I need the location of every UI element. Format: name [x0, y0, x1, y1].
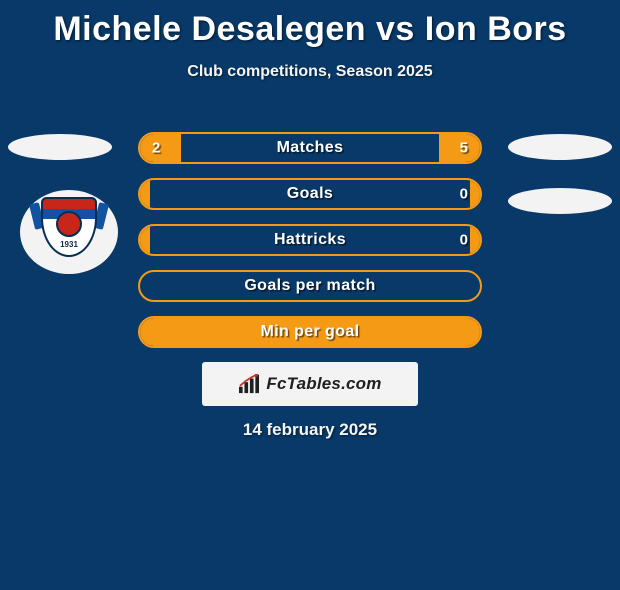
player1-flag-oval: [8, 134, 112, 160]
stat-label: Goals per match: [140, 277, 480, 295]
subtitle: Club competitions, Season 2025: [0, 63, 620, 81]
player2-flag-oval: [508, 134, 612, 160]
crest-year: 1931: [43, 240, 95, 249]
player2-club-oval: [508, 188, 612, 214]
stat-row: Goals0: [138, 178, 482, 210]
stat-value-left: 2: [152, 140, 160, 157]
stat-row: Matches2 5: [138, 132, 482, 164]
stat-label: Hattricks: [140, 231, 480, 249]
stat-row: Hattricks0: [138, 224, 482, 256]
barchart-icon: [238, 374, 260, 394]
player1-club-crest: 1931: [20, 190, 118, 274]
stat-row: Goals per match: [138, 270, 482, 302]
stat-label: Goals: [140, 185, 480, 203]
stat-rows: Matches25Goals0Hattricks0Goals per match…: [138, 132, 482, 362]
stat-value-right: 0: [460, 186, 468, 203]
stat-label: Matches: [140, 139, 480, 157]
brand-text: FcTables.com: [266, 374, 381, 394]
crest-shield: 1931: [41, 197, 97, 257]
page-title: Michele Desalegen vs Ion Bors: [0, 10, 620, 49]
stat-row: Min per goal: [138, 316, 482, 348]
stat-value-right: 5: [460, 140, 468, 157]
brand-box[interactable]: FcTables.com: [202, 362, 418, 406]
stat-label: Min per goal: [140, 323, 480, 341]
stat-value-right: 0: [460, 232, 468, 249]
date-text: 14 february 2025: [0, 420, 620, 440]
